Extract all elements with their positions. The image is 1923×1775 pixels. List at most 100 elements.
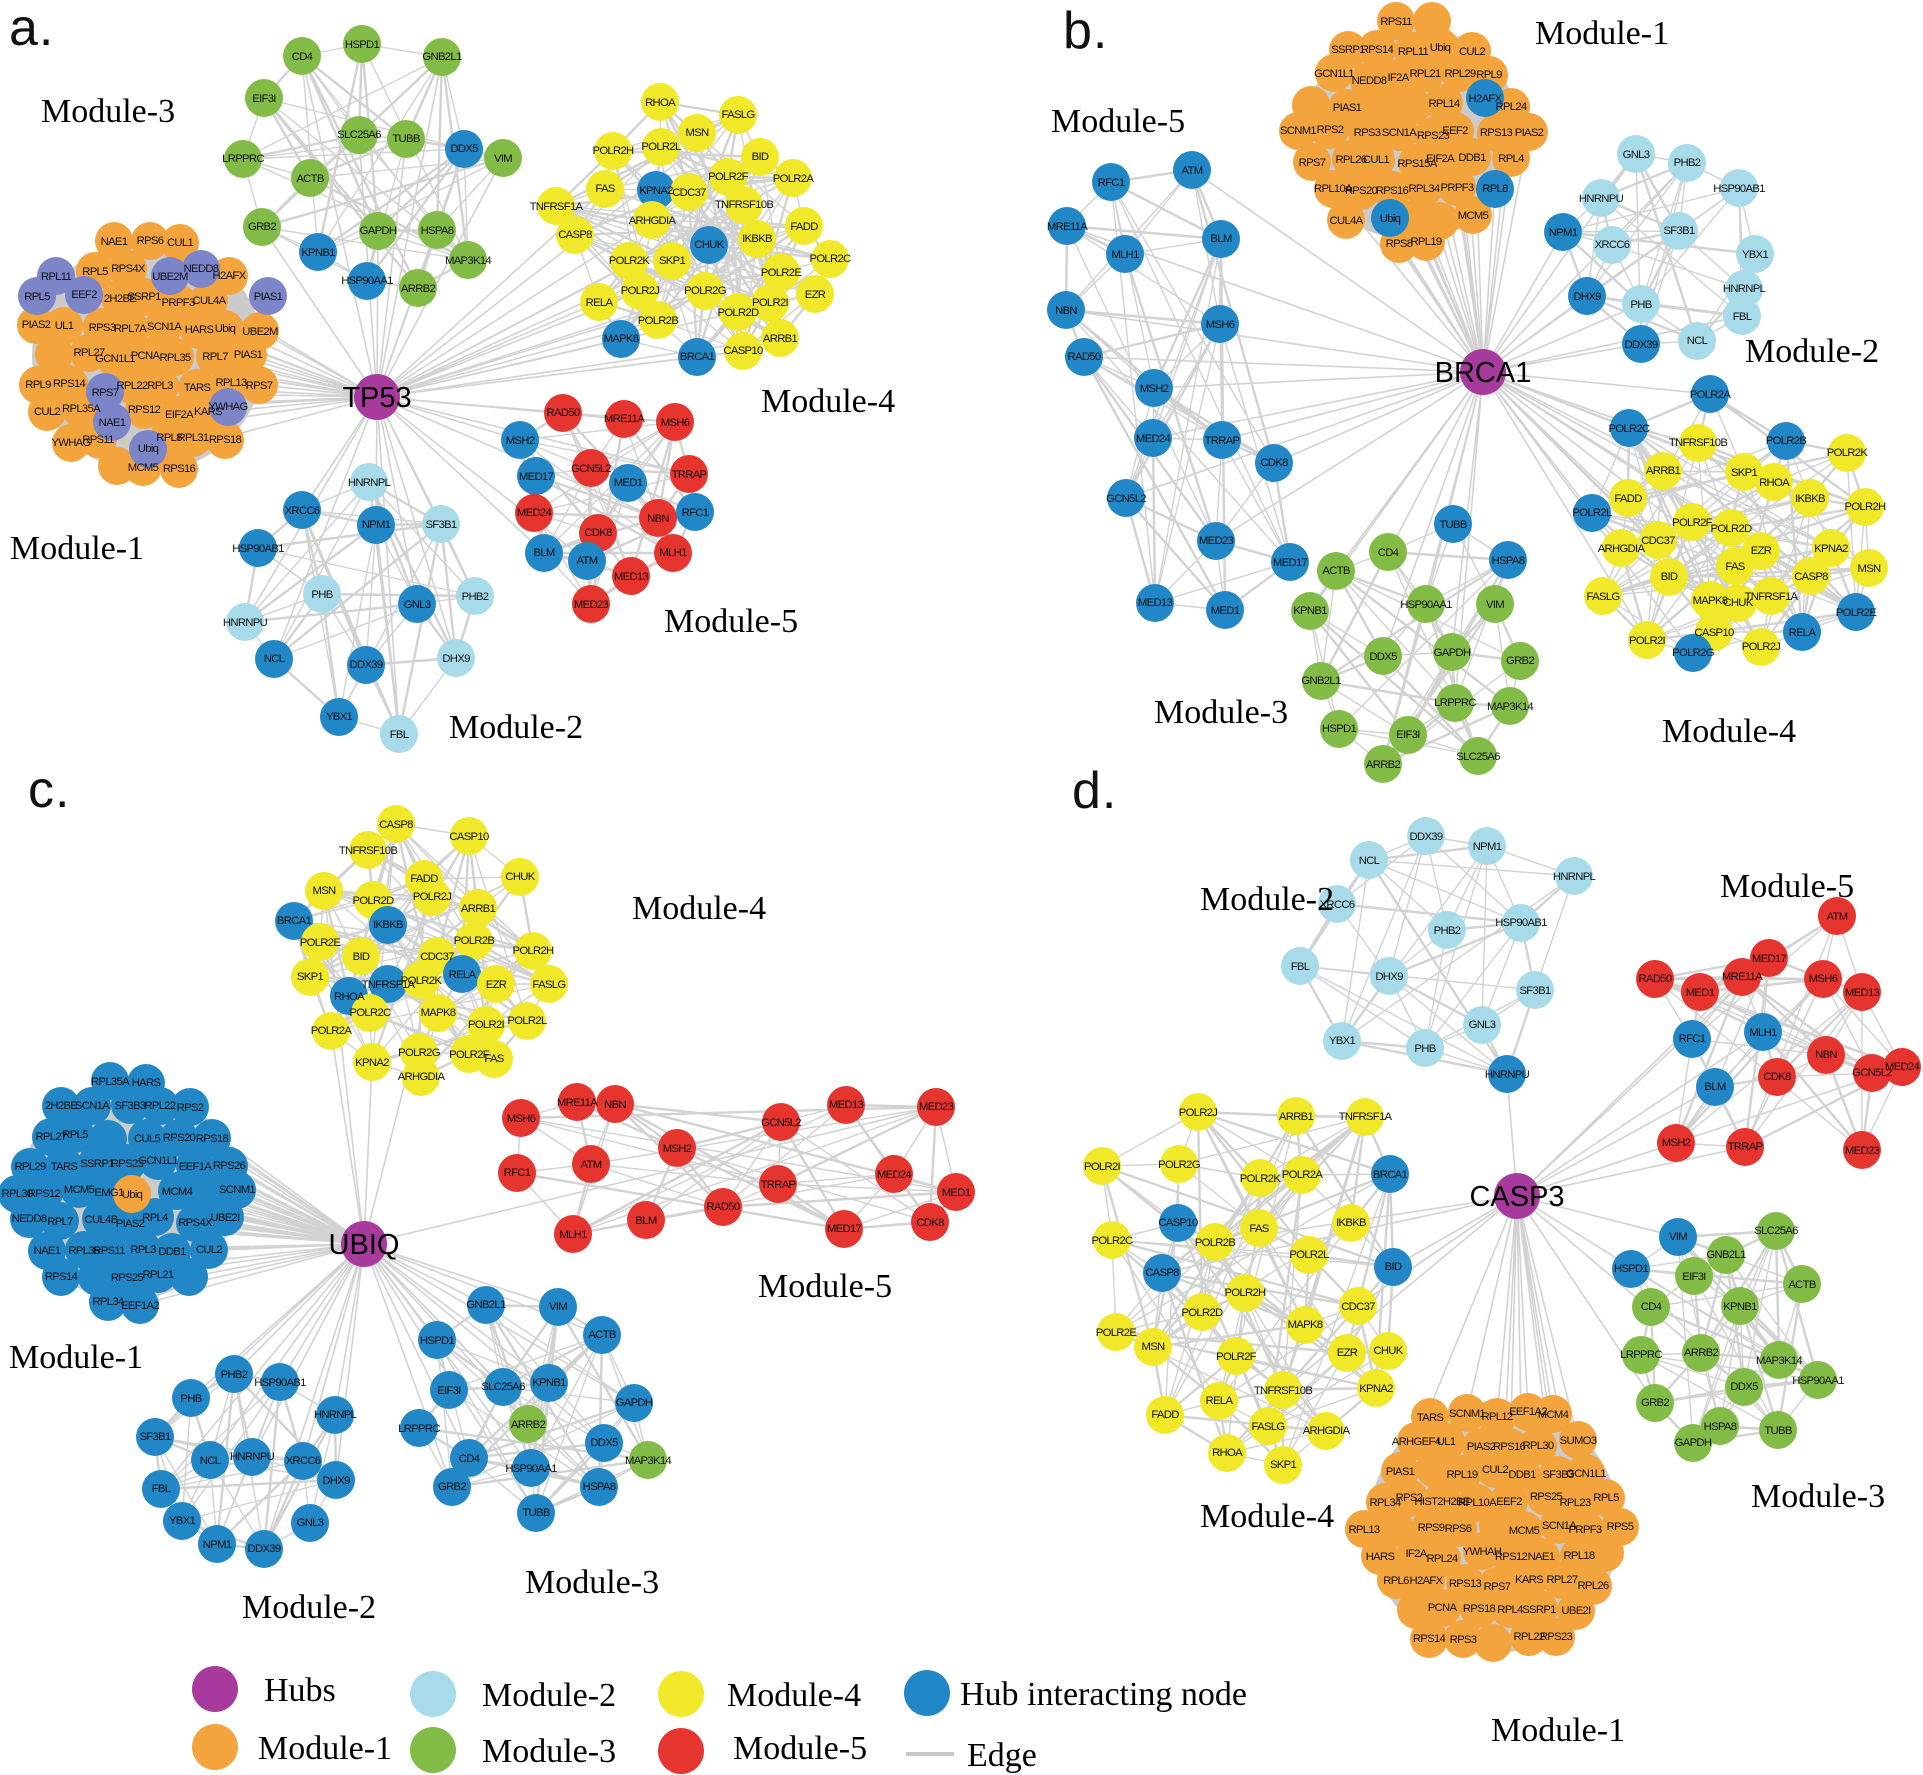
- svg-text:MAPK8: MAPK8: [421, 1007, 456, 1019]
- svg-text:RELA: RELA: [449, 969, 477, 981]
- svg-text:ARHGEF4: ARHGEF4: [1392, 1436, 1441, 1448]
- svg-text:HARS: HARS: [185, 324, 215, 336]
- svg-text:LRPPRC: LRPPRC: [398, 1423, 440, 1435]
- svg-text:MED17: MED17: [827, 1223, 862, 1235]
- svg-text:UBE2I: UBE2I: [1561, 1605, 1591, 1617]
- svg-text:ARHGDIA: ARHGDIA: [398, 1071, 446, 1083]
- svg-text:PIAS2: PIAS2: [1515, 127, 1544, 139]
- svg-text:SKP1: SKP1: [1270, 1459, 1297, 1471]
- svg-text:HSP90AB1: HSP90AB1: [254, 1377, 306, 1389]
- svg-text:CUL1: CUL1: [1363, 154, 1389, 166]
- svg-text:IKBKB: IKBKB: [742, 233, 772, 245]
- svg-text:Ubiq: Ubiq: [1430, 42, 1451, 54]
- svg-text:Module-1: Module-1: [258, 1730, 392, 1767]
- svg-text:PIAS1: PIAS1: [1333, 102, 1362, 114]
- svg-text:GCN1L1: GCN1L1: [138, 1155, 178, 1167]
- svg-text:RPL11: RPL11: [41, 271, 72, 283]
- svg-text:HSP90AA1: HSP90AA1: [341, 275, 393, 287]
- svg-text:MAPK8: MAPK8: [1288, 1319, 1323, 1331]
- svg-text:POLR2H: POLR2H: [1224, 1287, 1266, 1299]
- svg-text:MED23: MED23: [574, 599, 609, 611]
- svg-text:RPL35: RPL35: [68, 1245, 99, 1257]
- svg-text:POLR2I: POLR2I: [1084, 1161, 1121, 1173]
- svg-text:RPS16: RPS16: [1376, 185, 1409, 197]
- svg-text:Hubs: Hubs: [264, 1672, 336, 1709]
- svg-text:TRRAP: TRRAP: [1728, 1141, 1763, 1153]
- svg-text:POLR2E: POLR2E: [1096, 1327, 1138, 1339]
- svg-text:HSP90AB1: HSP90AB1: [232, 543, 284, 555]
- svg-text:HSPD1: HSPD1: [420, 1335, 455, 1347]
- svg-text:DDX39: DDX39: [350, 659, 383, 671]
- svg-text:ATM: ATM: [581, 1159, 602, 1171]
- svg-text:MCM4: MCM4: [1538, 1409, 1569, 1421]
- svg-text:CASP3: CASP3: [1469, 1181, 1564, 1213]
- svg-text:ATM: ATM: [1827, 911, 1848, 923]
- svg-text:Module-2: Module-2: [242, 1589, 376, 1626]
- svg-text:SLC25A6: SLC25A6: [1456, 751, 1500, 763]
- svg-text:DDX39: DDX39: [1410, 831, 1443, 843]
- svg-text:MSN: MSN: [685, 127, 709, 139]
- svg-text:POLR2L: POLR2L: [1572, 507, 1612, 519]
- svg-text:DDB1: DDB1: [1508, 1469, 1536, 1481]
- svg-text:Module-2: Module-2: [1745, 333, 1879, 370]
- svg-text:MED23: MED23: [919, 1101, 954, 1113]
- svg-text:RPL35A: RPL35A: [62, 403, 101, 415]
- svg-text:TARS: TARS: [184, 382, 212, 394]
- svg-text:RPL7: RPL7: [202, 351, 228, 363]
- svg-text:CDC37: CDC37: [1641, 535, 1675, 547]
- svg-text:FASLG: FASLG: [1587, 591, 1620, 603]
- svg-text:SLC25A6: SLC25A6: [481, 1381, 525, 1393]
- svg-text:Module-5: Module-5: [1051, 103, 1185, 140]
- svg-text:POLR2B: POLR2B: [1195, 1237, 1236, 1249]
- svg-text:POLR2G: POLR2G: [684, 285, 726, 297]
- svg-text:FADD: FADD: [410, 873, 438, 885]
- svg-text:BLM: BLM: [1210, 233, 1231, 245]
- svg-text:RPL9: RPL9: [1476, 69, 1502, 81]
- svg-text:BID: BID: [1661, 571, 1678, 583]
- svg-text:SCNM1: SCNM1: [219, 1184, 255, 1196]
- svg-text:LRPPRC: LRPPRC: [1434, 697, 1476, 709]
- svg-text:PHB2: PHB2: [221, 1369, 248, 1381]
- svg-text:MLH1: MLH1: [559, 1229, 587, 1241]
- svg-text:XRCC6: XRCC6: [285, 505, 320, 517]
- svg-text:HNRNPL: HNRNPL: [314, 1409, 357, 1421]
- svg-text:CASP10: CASP10: [1158, 1217, 1198, 1229]
- svg-text:MED13: MED13: [1138, 597, 1173, 609]
- svg-text:CDK8: CDK8: [1260, 457, 1288, 469]
- svg-text:HSPA8: HSPA8: [421, 225, 454, 237]
- svg-text:BRCA1: BRCA1: [277, 915, 312, 927]
- svg-text:MSN: MSN: [1857, 563, 1881, 575]
- svg-text:CD4: CD4: [1641, 1301, 1662, 1313]
- svg-text:Module-3: Module-3: [1154, 694, 1288, 731]
- svg-text:TUBB: TUBB: [1764, 1425, 1791, 1437]
- svg-text:POLR2I: POLR2I: [468, 1019, 505, 1031]
- svg-text:POLR2H: POLR2H: [1844, 501, 1886, 513]
- svg-text:GNL3: GNL3: [1469, 1019, 1496, 1031]
- svg-text:PIAS1: PIAS1: [234, 349, 263, 361]
- svg-text:UBE2M: UBE2M: [152, 271, 188, 283]
- svg-text:GCN1L1: GCN1L1: [95, 353, 135, 365]
- svg-text:RHOA: RHOA: [645, 97, 676, 109]
- svg-text:GCN5L2: GCN5L2: [1852, 1067, 1892, 1079]
- svg-text:CHUK: CHUK: [1723, 597, 1753, 609]
- svg-text:PIAS1: PIAS1: [1386, 1466, 1415, 1478]
- svg-text:NEDD8: NEDD8: [1352, 75, 1387, 87]
- svg-text:POLR2B: POLR2B: [638, 315, 679, 327]
- svg-text:SF3B1: SF3B1: [1663, 225, 1694, 237]
- svg-text:EEF1A2: EEF1A2: [121, 1300, 159, 1312]
- svg-text:RPL27: RPL27: [73, 347, 104, 359]
- svg-text:MED24: MED24: [1885, 1061, 1920, 1073]
- svg-text:GAPDH: GAPDH: [616, 1397, 653, 1409]
- svg-text:CUL4A: CUL4A: [1330, 215, 1364, 227]
- svg-text:CDK8: CDK8: [916, 1217, 944, 1229]
- svg-text:RHOA: RHOA: [1759, 477, 1790, 489]
- svg-text:SF3B1: SF3B1: [139, 1431, 170, 1443]
- svg-text:EEF2: EEF2: [1442, 125, 1468, 137]
- svg-text:GCN5L2: GCN5L2: [1106, 493, 1146, 505]
- svg-text:BID: BID: [353, 951, 370, 963]
- svg-text:CUL2: CUL2: [1482, 1464, 1508, 1476]
- svg-text:POLR2D: POLR2D: [1181, 1307, 1223, 1319]
- svg-text:FASLG: FASLG: [722, 109, 755, 121]
- svg-text:YWHAH: YWHAH: [1463, 1546, 1502, 1558]
- svg-text:GCN5L2: GCN5L2: [761, 1117, 801, 1129]
